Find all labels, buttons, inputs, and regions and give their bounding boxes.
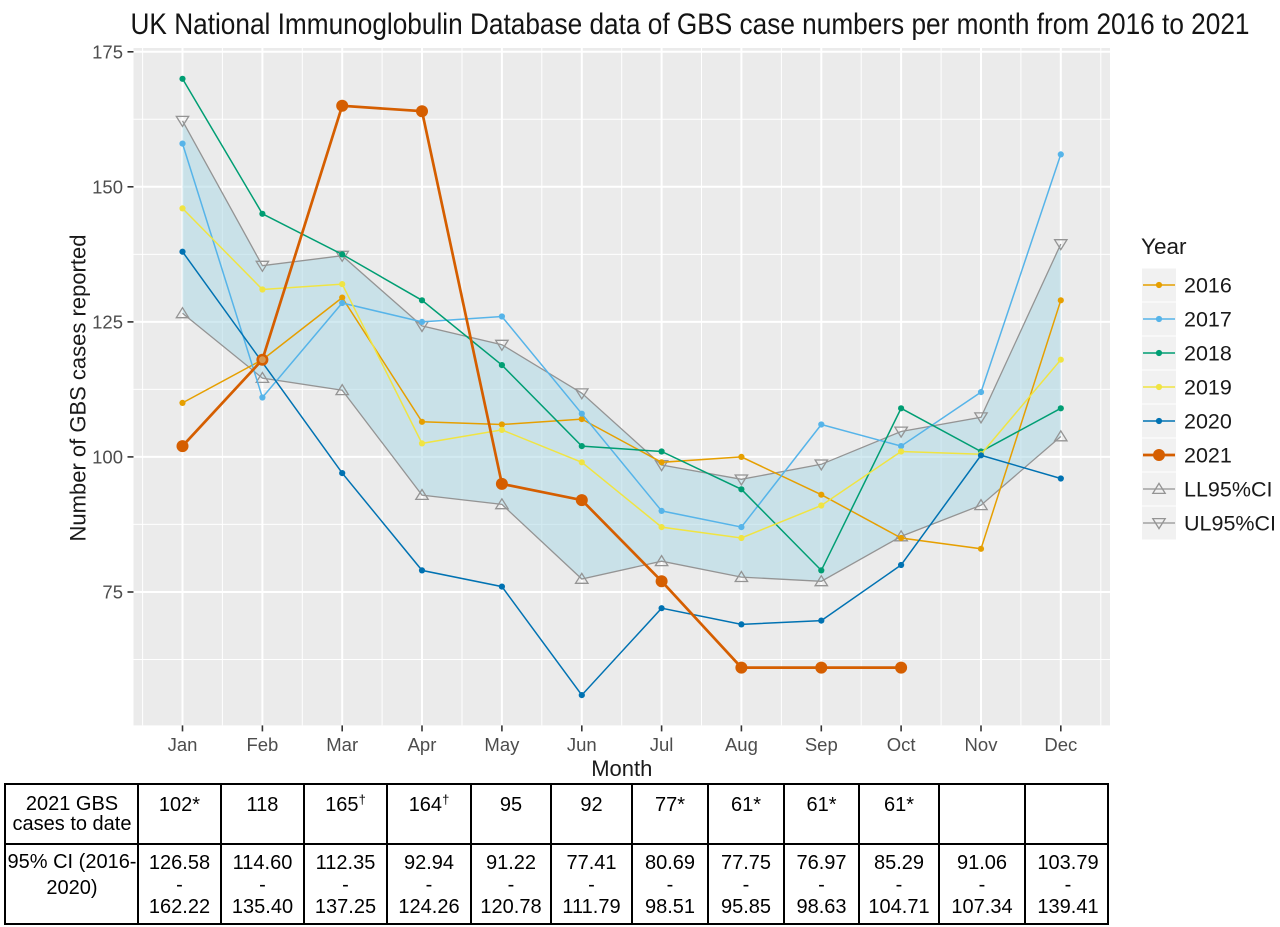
svg-text:Aug: Aug (725, 734, 758, 755)
svg-text:Jun: Jun (567, 734, 597, 755)
svg-text:150: 150 (92, 176, 123, 197)
svg-text:Jan: Jan (168, 734, 198, 755)
svg-text:May: May (484, 734, 520, 755)
svg-text:175: 175 (92, 41, 123, 62)
svg-text:100: 100 (92, 447, 123, 468)
svg-text:Month: Month (591, 756, 652, 781)
svg-text:Mar: Mar (326, 734, 358, 755)
svg-text:2016: 2016 (1184, 274, 1232, 298)
svg-text:UK National Immunoglobulin Dat: UK National Immunoglobulin Database data… (131, 8, 1250, 41)
svg-text:Feb: Feb (246, 734, 278, 755)
svg-text:2019: 2019 (1184, 376, 1232, 400)
svg-text:Dec: Dec (1044, 734, 1077, 755)
svg-text:2017: 2017 (1184, 308, 1232, 332)
svg-text:Sep: Sep (805, 734, 838, 755)
svg-text:2021: 2021 (1184, 444, 1232, 468)
svg-text:LL95%CI: LL95%CI (1184, 478, 1272, 502)
svg-text:2018: 2018 (1184, 342, 1232, 366)
svg-text:Year: Year (1141, 234, 1187, 259)
svg-text:Number of GBS cases reported: Number of GBS cases reported (66, 235, 91, 542)
svg-text:2020: 2020 (1184, 410, 1232, 434)
svg-text:Oct: Oct (887, 734, 916, 755)
svg-text:125: 125 (92, 312, 123, 333)
svg-text:UL95%CI: UL95%CI (1184, 512, 1276, 536)
svg-text:Apr: Apr (408, 734, 437, 755)
svg-text:Nov: Nov (965, 734, 999, 755)
svg-text:75: 75 (102, 582, 123, 603)
svg-text:Jul: Jul (650, 734, 674, 755)
